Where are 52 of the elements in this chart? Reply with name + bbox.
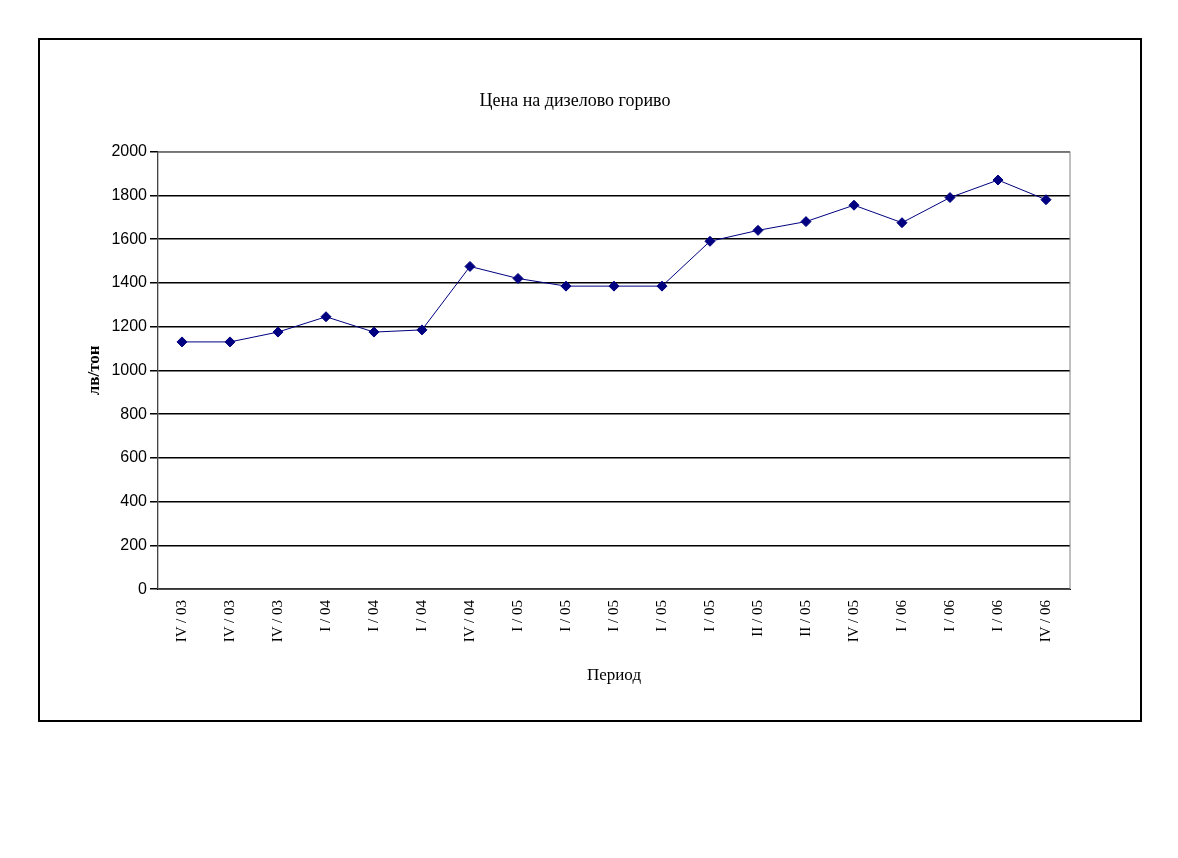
x-tick-label: I / 06: [892, 599, 909, 632]
y-axis-title: лв/тон: [83, 345, 103, 396]
point: [368, 326, 380, 338]
point: [896, 217, 908, 229]
x-tick-label: II / 05: [796, 600, 813, 637]
x-tick-label: IV / 03: [268, 600, 285, 643]
x-tick-label: IV / 03: [220, 600, 237, 643]
x-tick-label: I / 05: [652, 600, 669, 632]
chart-title: Цена на дизелово гориво: [479, 89, 671, 110]
x-tick-label: IV / 06: [1036, 599, 1053, 643]
point: [512, 272, 524, 284]
x-tick-label: I / 05: [700, 600, 717, 632]
y-tick-label: 0: [138, 579, 148, 597]
y-tick-label: 200: [120, 535, 148, 553]
y-tick-label: 1000: [111, 360, 148, 378]
point: [1040, 194, 1052, 206]
point: [464, 260, 476, 272]
x-tick-label: I / 05: [556, 600, 573, 632]
point: [176, 336, 188, 348]
x-tick-label: IV / 05: [844, 600, 861, 643]
point: [272, 326, 284, 338]
point: [560, 280, 572, 292]
point: [752, 224, 764, 236]
y-tick-label: 600: [120, 448, 148, 466]
point: [848, 199, 860, 211]
x-axis-title: Период: [586, 665, 642, 685]
y-tick-label: 1200: [111, 317, 148, 335]
x-tick-label: I / 04: [316, 599, 333, 632]
x-tick-label: I / 05: [508, 600, 525, 632]
x-tick-label: I / 06: [940, 599, 957, 632]
point: [320, 311, 332, 323]
y-tick-label: 1800: [111, 185, 148, 203]
x-tick-label: I / 06: [988, 599, 1005, 632]
y-tick-label: 800: [120, 404, 148, 422]
x-tick-label: IV / 03: [172, 600, 189, 643]
y-tick-label: 400: [120, 492, 148, 510]
y-tick-label: 1400: [111, 273, 148, 291]
x-tick-label: I / 04: [364, 599, 381, 632]
y-tick-label: 1600: [111, 229, 148, 247]
point: [608, 280, 620, 292]
point: [992, 174, 1004, 186]
x-tick-label: I / 04: [412, 599, 429, 632]
x-tick-label: I / 05: [604, 600, 621, 632]
point: [800, 216, 812, 228]
point: [416, 324, 428, 336]
point: [656, 280, 668, 292]
point: [224, 336, 236, 348]
point: [944, 192, 956, 204]
point: [704, 235, 716, 247]
x-tick-label: II / 05: [748, 600, 765, 637]
x-tick-label: IV / 04: [460, 599, 477, 643]
y-tick-label: 2000: [111, 142, 148, 160]
